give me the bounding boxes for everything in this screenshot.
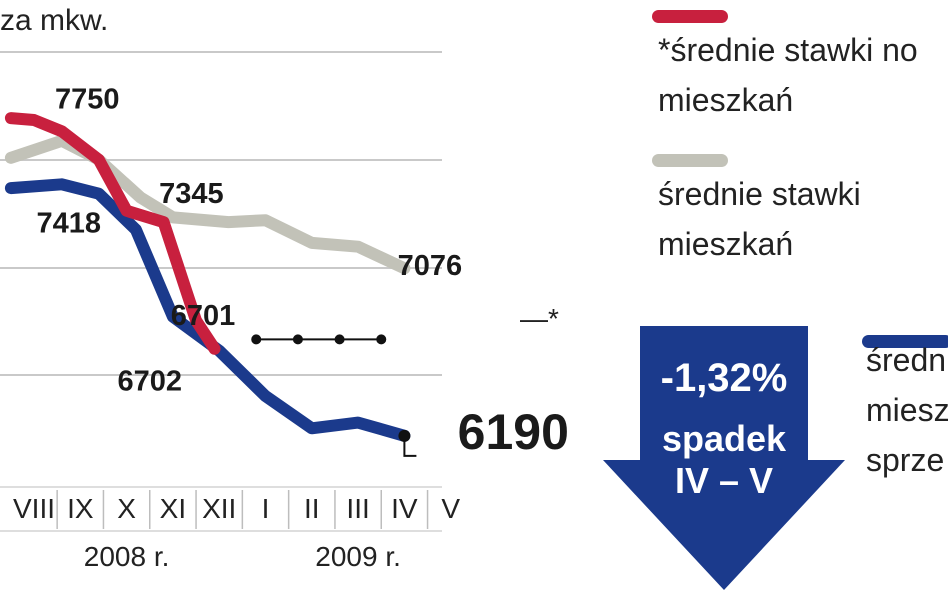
- series-line-red: [4, 112, 221, 355]
- legend-offer-new-text: mieszkań: [658, 82, 794, 118]
- data-label: 6702: [117, 365, 182, 397]
- series-line-blue: [4, 178, 411, 442]
- data-label: 6190: [458, 404, 569, 460]
- badge-range: IV – V: [674, 460, 774, 501]
- x-tick-label: X: [117, 493, 136, 524]
- dotted-point: [251, 334, 262, 345]
- unit-label: za mkw.: [0, 4, 109, 37]
- badge-arrow-shape: [603, 326, 845, 590]
- x-tick-label: V: [441, 493, 460, 524]
- legend-sale-swatch: [862, 335, 948, 348]
- data-label: 7345: [159, 178, 224, 210]
- x-tick-label: VIII: [13, 493, 55, 524]
- legend-offer-text: średnie stawki: [658, 176, 861, 212]
- dotted-point: [334, 334, 345, 345]
- end-point-marker: [398, 429, 411, 442]
- x-tick-label: III: [346, 493, 369, 524]
- data-label: 7418: [36, 208, 101, 240]
- end-marker-bracket: [403, 437, 417, 457]
- dotted-point: [376, 334, 387, 345]
- legend-offer-new-swatch: [652, 10, 728, 23]
- year-label-0: 2008 r.: [84, 541, 170, 572]
- legend-offer-new-text: *średnie stawki no: [658, 32, 918, 68]
- x-tick-label: I: [262, 493, 270, 524]
- data-label: 7750: [55, 84, 120, 116]
- badge-percent: -1,32%: [660, 356, 788, 400]
- x-tick-label: IX: [67, 493, 94, 524]
- legend-sale-text: miesz: [866, 392, 948, 428]
- data-label: 7076: [398, 250, 463, 282]
- x-tick-label: IV: [391, 493, 418, 524]
- data-label: 6701: [171, 300, 236, 332]
- x-tick-label: XI: [160, 493, 186, 524]
- dotted-point: [292, 334, 303, 345]
- x-tick-label: XII: [202, 493, 236, 524]
- legend-sale-text: sprze: [866, 442, 945, 478]
- legend-offer-swatch: [652, 154, 728, 167]
- x-tick-label: II: [304, 493, 320, 524]
- asterisk-note: —*: [520, 303, 559, 334]
- legend-sale-text: średn: [866, 342, 947, 378]
- year-label-1: 2009 r.: [315, 541, 401, 572]
- legend-offer-text: mieszkań: [658, 226, 794, 262]
- badge-label: spadek: [661, 418, 787, 459]
